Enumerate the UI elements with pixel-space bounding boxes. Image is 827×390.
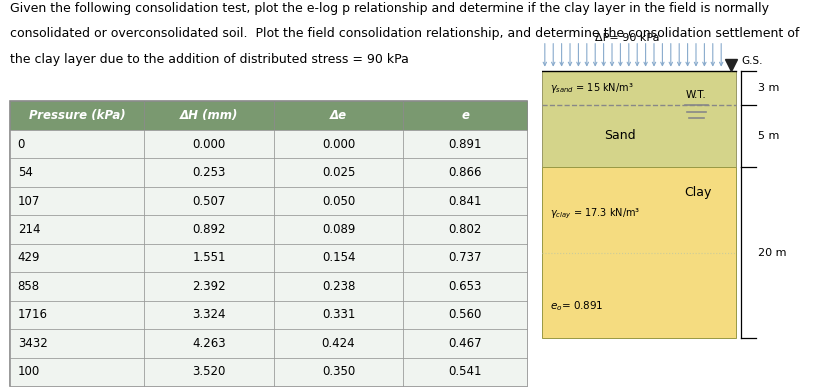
Bar	[403, 329, 527, 358]
Bar	[10, 358, 145, 386]
Text: $\gamma_{sand}$ = 15 kN/m³: $\gamma_{sand}$ = 15 kN/m³	[549, 81, 633, 95]
Text: 429: 429	[17, 252, 41, 264]
Text: 0.653: 0.653	[448, 280, 481, 293]
Text: consolidated or overconsolidated soil.  Plot the field consolidation relationshi: consolidated or overconsolidated soil. P…	[10, 27, 798, 40]
Bar	[403, 272, 527, 301]
Text: 0.467: 0.467	[448, 337, 481, 350]
Bar	[10, 329, 145, 358]
Bar	[145, 358, 274, 386]
Bar	[145, 272, 274, 301]
Text: 858: 858	[17, 280, 40, 293]
Bar	[403, 187, 527, 215]
Bar	[403, 215, 527, 244]
Text: G.S.: G.S.	[740, 57, 762, 66]
Bar	[10, 158, 145, 187]
Text: the clay layer due to the addition of distributed stress = 90 kPa: the clay layer due to the addition of di…	[10, 53, 409, 66]
Text: 5 m: 5 m	[758, 131, 779, 141]
Bar	[542, 71, 735, 167]
Text: Given the following consolidation test, plot the e-log p relationship and determ: Given the following consolidation test, …	[10, 2, 768, 15]
Text: 4.263: 4.263	[192, 337, 226, 350]
Bar	[274, 215, 403, 244]
Bar	[403, 130, 527, 158]
Text: Pressure (kPa): Pressure (kPa)	[29, 109, 126, 122]
Bar	[145, 158, 274, 187]
Text: 3.324: 3.324	[192, 308, 226, 321]
Bar	[145, 301, 274, 329]
Bar	[274, 101, 403, 130]
Text: 0.891: 0.891	[448, 138, 481, 151]
Text: ΔP= 90 kPa: ΔP= 90 kPa	[594, 33, 658, 43]
Bar	[274, 301, 403, 329]
Bar	[10, 301, 145, 329]
Bar	[10, 244, 145, 272]
Text: 0.541: 0.541	[448, 365, 481, 378]
Text: 0.253: 0.253	[192, 166, 226, 179]
Bar	[403, 101, 527, 130]
Bar	[10, 215, 145, 244]
Text: 100: 100	[17, 365, 40, 378]
Text: 20 m: 20 m	[758, 248, 786, 258]
Text: 107: 107	[17, 195, 40, 207]
Text: 0.560: 0.560	[448, 308, 481, 321]
Bar	[274, 130, 403, 158]
Text: 0.000: 0.000	[322, 138, 355, 151]
Text: 0.238: 0.238	[322, 280, 355, 293]
Text: 0.841: 0.841	[448, 195, 481, 207]
Text: 3 m: 3 m	[758, 83, 779, 93]
Text: 0.089: 0.089	[322, 223, 355, 236]
Bar	[274, 244, 403, 272]
Text: Sand: Sand	[604, 129, 635, 142]
Text: 0.737: 0.737	[448, 252, 481, 264]
Text: 0.000: 0.000	[193, 138, 226, 151]
Text: $\gamma_{clay}$ = 17.3 kN/m³: $\gamma_{clay}$ = 17.3 kN/m³	[549, 207, 639, 222]
Text: 0.424: 0.424	[322, 337, 355, 350]
Text: Δe: Δe	[330, 109, 347, 122]
Bar	[403, 158, 527, 187]
Bar	[145, 329, 274, 358]
Text: 0.507: 0.507	[192, 195, 226, 207]
Text: 0.025: 0.025	[322, 166, 355, 179]
Text: 0.350: 0.350	[322, 365, 355, 378]
Text: 1.551: 1.551	[192, 252, 226, 264]
Text: 0.154: 0.154	[322, 252, 355, 264]
Text: 0.802: 0.802	[448, 223, 481, 236]
Bar	[10, 101, 145, 130]
Text: 0: 0	[17, 138, 25, 151]
Text: 0.050: 0.050	[322, 195, 355, 207]
Text: W.T.: W.T.	[685, 90, 706, 100]
Bar	[10, 187, 145, 215]
Text: $e_o$= 0.891: $e_o$= 0.891	[549, 300, 603, 313]
Text: e: e	[461, 109, 469, 122]
Text: Clay: Clay	[683, 186, 710, 199]
Text: 214: 214	[17, 223, 41, 236]
Text: 0.866: 0.866	[448, 166, 481, 179]
Text: 1716: 1716	[17, 308, 48, 321]
Bar	[542, 167, 735, 338]
Bar	[274, 158, 403, 187]
Text: 3.520: 3.520	[192, 365, 226, 378]
Text: 0.892: 0.892	[192, 223, 226, 236]
Text: 54: 54	[17, 166, 32, 179]
Bar	[274, 187, 403, 215]
Bar	[403, 301, 527, 329]
Bar	[274, 329, 403, 358]
Text: 3432: 3432	[17, 337, 47, 350]
Bar	[403, 244, 527, 272]
Bar	[145, 187, 274, 215]
Bar	[145, 244, 274, 272]
Bar	[274, 358, 403, 386]
Bar	[274, 272, 403, 301]
Bar	[403, 358, 527, 386]
Text: ΔH (mm): ΔH (mm)	[179, 109, 238, 122]
Bar	[10, 130, 145, 158]
Bar	[145, 130, 274, 158]
Bar	[10, 272, 145, 301]
Bar	[145, 101, 274, 130]
Text: 2.392: 2.392	[192, 280, 226, 293]
Bar	[145, 215, 274, 244]
Text: 0.331: 0.331	[322, 308, 355, 321]
